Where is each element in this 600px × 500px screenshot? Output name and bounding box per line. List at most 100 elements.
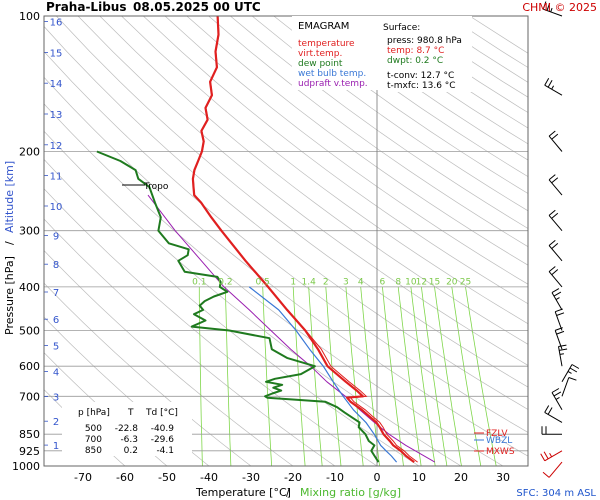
mixing-ratio-label: 8 — [395, 278, 401, 288]
surface-press: press: 980.8 hPa — [387, 36, 462, 46]
dry-adiabat-line — [251, 16, 528, 212]
mixing-ratio-label: 12 — [416, 278, 427, 288]
table-cell: -4.1 — [156, 446, 174, 456]
legend-updraft: udpraft v.temp. — [298, 79, 368, 89]
wind-barb-staff — [561, 364, 573, 383]
wind-barb-feather — [548, 130, 556, 137]
wind-barb — [548, 130, 563, 152]
temperature-tick-label: 20 — [454, 471, 468, 484]
altitude-tick-label: 5 — [53, 342, 59, 353]
dry-adiabat-line — [143, 16, 528, 305]
mixing-ratio-label: 3 — [343, 278, 349, 288]
mixing-ratio-label: 0.5 — [256, 278, 270, 288]
wind-barb-feather — [548, 209, 556, 216]
temperature-tick-label: -40 — [200, 471, 218, 484]
mixing-ratio-label: 10 — [405, 278, 417, 288]
table-cell: -29.6 — [151, 435, 175, 445]
wind-barb-feather — [556, 330, 565, 335]
temperature-tick-labels: -70 -60 -50 -40 -30 -20 -10 0 10 20 30 — [74, 471, 510, 484]
temperature-tick-label: -60 — [116, 471, 134, 484]
pressure-tick-label: 700 — [19, 390, 40, 403]
dry-adiabat-line — [99, 16, 528, 345]
x-axis-separator: / — [286, 486, 290, 499]
tropopause-label: Tropo — [143, 182, 169, 192]
temperature-tick-label: -20 — [284, 471, 302, 484]
dry-adiabat-line — [230, 16, 528, 229]
surface-title: Surface: — [383, 23, 420, 33]
mixing-ratio-label: 1 — [290, 278, 296, 288]
fzlv-label: FZLV — [486, 429, 508, 439]
x-axis-title: Temperature [°C] — [195, 486, 291, 499]
table-cell: 0.2 — [124, 446, 138, 456]
wind-barb-half-feather — [559, 353, 564, 355]
y-axis-title-2: Altitude [km] — [3, 161, 16, 233]
wind-barb-half-feather — [555, 297, 560, 301]
sfc-label: SFC: 304 m ASL — [516, 488, 596, 499]
wind-barb-feather — [542, 1, 547, 10]
legend-wet-bulb: wet bulb temp. — [298, 69, 366, 79]
wind-barb — [542, 461, 563, 478]
table-header-p: p [hPa] — [78, 408, 110, 418]
pressure-tick-labels: 100 200 300 400 500 600 700 850 925 1000 — [12, 10, 40, 473]
wind-barb — [541, 426, 562, 435]
wind-barb-feather — [548, 240, 556, 246]
pressure-tick-label: 200 — [19, 146, 40, 159]
wind-barb-half-feather — [550, 7, 553, 13]
wind-barb-feather — [551, 288, 560, 294]
wind-barb-staff — [548, 215, 563, 232]
altitude-tick-label: 16 — [50, 18, 63, 29]
wind-barb-feather — [544, 78, 550, 86]
wind-barb-feather — [556, 312, 565, 316]
wind-barb-staff — [548, 461, 563, 478]
altitude-tick-label: 14 — [50, 79, 63, 90]
wind-barb-staff — [561, 377, 570, 397]
wind-barb-staff — [548, 271, 563, 288]
altitude-tick-label: 15 — [50, 48, 63, 59]
legend-temperature: temperature — [298, 39, 355, 49]
temperature-tick-label: -30 — [242, 471, 260, 484]
wind-barbs — [540, 1, 580, 478]
wind-barb-feather — [568, 377, 577, 381]
temperature-tick-label: 10 — [412, 471, 426, 484]
wind-barb-half-feather — [567, 370, 572, 374]
wind-barb-feather — [540, 453, 546, 462]
surface-tmxfc: t-mxfc: 13.6 °C — [387, 81, 456, 91]
y-axis-title: Pressure [hPa] — [3, 256, 16, 335]
wbzl-label: WBZL — [486, 436, 512, 446]
altitude-tick-label: 1 — [53, 441, 59, 452]
wind-barb-half-feather — [551, 85, 555, 90]
wind-barb-staff — [548, 135, 563, 152]
wind-barb — [548, 240, 563, 262]
wind-barb-feather — [548, 266, 556, 272]
temperature-tick-label: -70 — [74, 471, 92, 484]
pressure-tick-label: 400 — [19, 281, 40, 294]
station-title: Praha-Libus — [46, 0, 126, 14]
datetime-title: 08.05.2025 00 UTC — [133, 0, 261, 14]
profile-line-udpraft-v-temp — [147, 194, 436, 463]
y-axis-separator: / — [3, 241, 16, 245]
wind-barb-feather — [551, 269, 559, 276]
wind-barb — [548, 266, 563, 288]
pressure-tick-label: 850 — [19, 428, 40, 441]
mixing-ratio-labels: 0.1 0.2 0.5 1 1.4 2 3 4 6 8 10 12 15 20 25 — [192, 278, 471, 288]
pressure-tick-label: 300 — [19, 225, 40, 238]
altitude-tick-label: 10 — [50, 202, 63, 213]
dry-adiabat-line — [56, 16, 528, 388]
dry-adiabat-line — [44, 51, 528, 433]
x-axis-title-2: Mixing ratio [g/kg] — [300, 486, 401, 499]
sounding-profiles — [96, 16, 436, 463]
altitude-tick-label: 12 — [50, 141, 63, 152]
table-cell: 500 — [85, 424, 102, 434]
wind-barb — [542, 1, 563, 17]
wind-barb-staff — [554, 330, 563, 350]
wind-barb-feather — [551, 133, 559, 140]
mixing-ratio-label: 4 — [358, 278, 364, 288]
table-header-td: Td [°C] — [145, 408, 178, 418]
legend-box: EMAGRAM temperature virt.temp. dew point… — [292, 16, 380, 90]
surface-box: Surface: press: 980.8 hPa temp: 8.7 °C d… — [380, 16, 472, 92]
mixing-ratio-label: 6 — [380, 278, 386, 288]
temperature-tick-label: -10 — [326, 471, 344, 484]
altitude-tick-label: 8 — [53, 260, 59, 271]
table-cell: 850 — [85, 446, 102, 456]
